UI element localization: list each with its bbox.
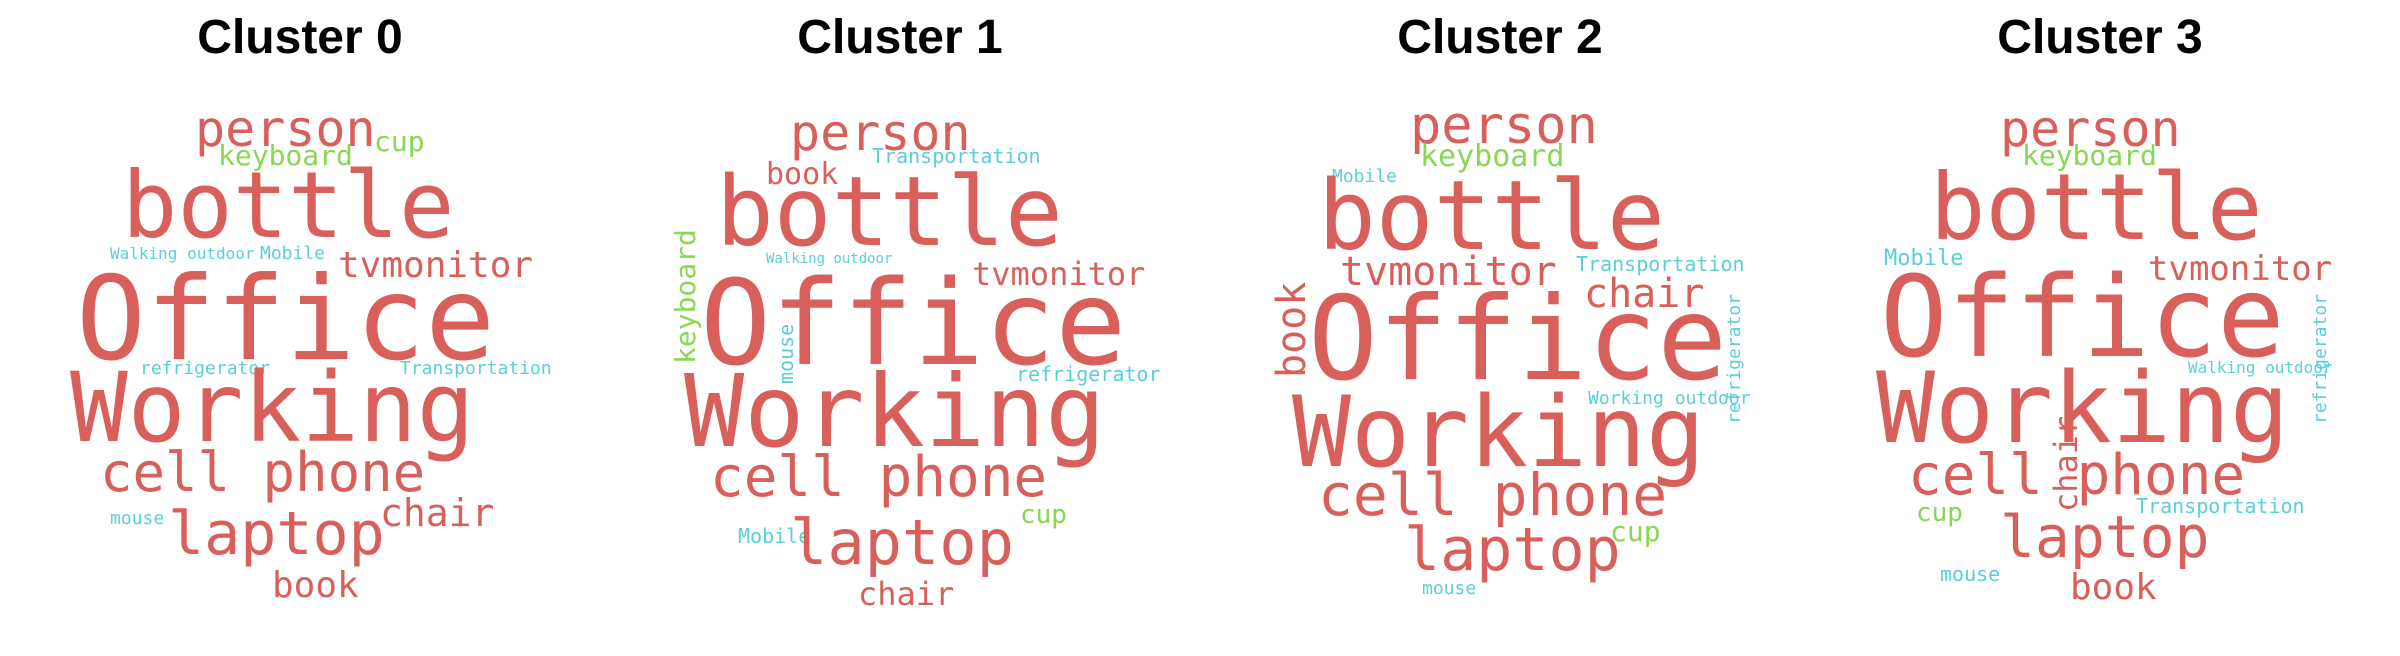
cloud-word: cell phone [1318,461,1668,529]
cloud-word: bottle [1930,154,2263,261]
cloud-word: chair [1584,271,1705,317]
cloud-word: refrigerator [140,358,271,379]
panel-title: Cluster 3 [1997,11,2203,64]
cloud-word: Mobile [1332,166,1398,187]
cloud-word: Office [700,254,1127,392]
cloud-word: person [2000,100,2181,158]
cloud-word: laptop [2000,503,2210,571]
cloud-word: Mobile [738,524,811,548]
cloud-word: Working [684,353,1106,470]
cloud-word: laptop [168,499,385,569]
cloud-word: Mobile [1884,246,1964,271]
cloud-word: book [272,565,359,606]
cloud-word: Working outdoor [1588,388,1751,409]
cluster-panel-3: Cluster 3 person keyboard bottle Mobile … [1800,0,2400,656]
cloud-word: refrigerator [1016,362,1161,386]
cloud-word: Working [70,352,475,464]
cloud-word: chair [380,491,495,535]
cloud-word: Walking outdoor [766,251,893,267]
cloud-word: keyboard [218,139,353,172]
panel-title: Cluster 0 [197,11,403,64]
cloud-word: keyboard [2022,139,2157,172]
cloud-word: person [195,100,376,158]
cloud-word: cup [1916,498,1963,528]
cloud-word: cup [1020,500,1067,530]
cloud-word: book [1269,281,1315,378]
cloud-word: chair [858,575,955,613]
cloud-word: book [2070,567,2157,608]
cloud-word: mouse [110,508,165,529]
cloud-word: Office [1880,253,2285,383]
cluster-panel-0: Cluster 0 person cup keyboard bottle Wal… [0,0,600,656]
panel-title: Cluster 1 [797,11,1003,64]
cloud-word: bottle [716,156,1063,268]
cloud-word: tvmonitor [338,245,534,286]
cloud-word: keyboard [1420,139,1565,174]
cloud-word: Working [1876,352,2290,466]
cloud-word: Mobile [260,243,326,264]
cloud-word: cell phone [710,445,1048,510]
cloud-word: book [766,157,839,192]
cloud-word: Transportation [1576,252,1745,276]
cloud-word: bottle [122,152,455,259]
cloud-word: cell phone [100,441,426,504]
panel-title: Cluster 2 [1397,11,1603,64]
cloud-word: mouse [1940,562,2001,586]
cloud-word: cup [1610,515,1661,548]
cloud-word: person [790,104,971,162]
cloud-word: laptop [1404,515,1621,585]
cloud-word: cup [374,125,425,158]
cloud-word: tvmonitor [1340,249,1557,295]
cloud-word: Transportation [400,358,552,379]
cloud-word: Office [76,252,496,387]
cloud-word: person [1410,96,1598,156]
cloud-word: Transportation [2136,494,2305,518]
cloud-word: laptop [790,506,1014,579]
cloud-word: keyboard [669,229,702,364]
cluster-panel-2: Cluster 2 person keyboard Mobile bottle … [1200,0,1800,656]
cloud-word: tvmonitor [2148,249,2333,289]
cloud-word: Office [1308,272,1728,407]
cluster-panel-1: Cluster 1 person book Transportation bot… [600,0,1200,656]
cloud-word: bottle [1318,160,1665,272]
cloud-word: tvmonitor [972,255,1146,293]
cloud-word: Working [1292,376,1706,490]
cloud-word: Walking outdoor [110,244,255,263]
cloud-word: Transportation [872,144,1041,168]
cloud-word: cell phone [1908,443,2246,508]
cloud-word: Walking outdoor [2188,358,2333,377]
cloud-word: mouse [1422,578,1477,599]
